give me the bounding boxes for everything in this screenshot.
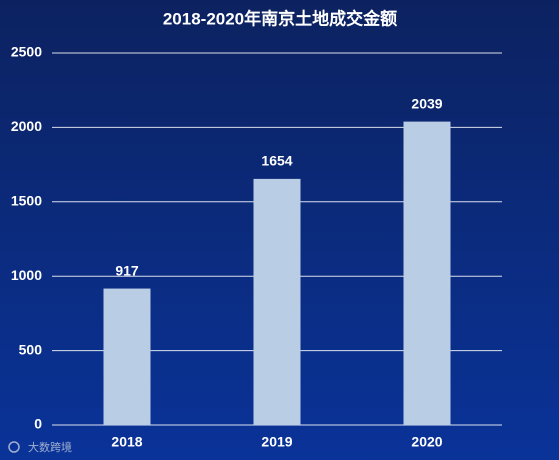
data-label: 917 [115,262,139,278]
x-tick-label: 2018 [111,434,142,450]
bar [403,121,451,425]
x-tick-label: 2019 [261,434,292,450]
bar [103,288,151,425]
x-tick-label: 2020 [411,434,442,450]
y-tick-label: 500 [19,341,43,357]
y-tick-label: 2000 [11,118,42,134]
y-tick-label: 1500 [11,193,42,209]
chart-title: 2018-2020年南京土地成交金额 [163,8,397,28]
watermark: 大数跨境 [28,440,72,454]
watermark-logo [8,441,20,453]
data-label: 1654 [261,153,292,169]
data-label: 2039 [411,95,442,111]
y-tick-label: 1000 [11,267,42,283]
y-tick-label: 2500 [11,44,42,60]
y-tick-label: 0 [34,416,42,432]
bar [253,178,301,425]
